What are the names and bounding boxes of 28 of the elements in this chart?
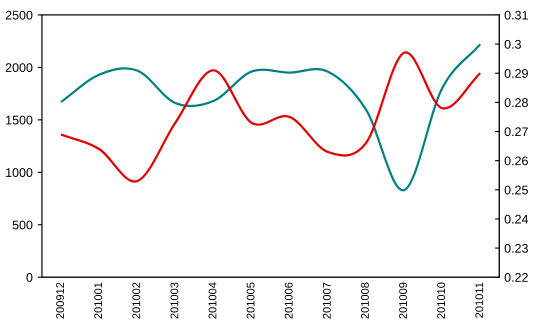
- y2-tick-label: 0.3: [504, 40, 521, 49]
- x-tick-label: 201005: [246, 282, 255, 319]
- x-tick-label: 201011: [475, 282, 484, 318]
- y-tick-label: 500: [12, 220, 32, 230]
- y2-tick-label: 0.23: [504, 244, 528, 253]
- x-tick-label: 201006: [284, 282, 293, 319]
- y2-tick-label: 0.24: [504, 214, 528, 224]
- x-tick-label: 201008: [361, 282, 369, 319]
- y2-tick-label: 0.22: [504, 273, 528, 282]
- x-tick-label: 201009: [399, 282, 407, 319]
- y2-tick-label: 0.25: [504, 186, 528, 194]
- x-tick-label: 200912: [56, 282, 64, 319]
- y-tick-label: 2500: [6, 10, 32, 20]
- x-tick-label: 201010: [437, 282, 446, 319]
- x-tick-label: 201007: [322, 282, 331, 319]
- y2-tick-label: 0.26: [504, 156, 528, 166]
- y2-tick-label: 0.27: [504, 127, 528, 136]
- x-tick-label: 201003: [170, 282, 178, 319]
- y2-tick-label: 0.28: [504, 98, 528, 108]
- y2-tick-label: 0.29: [504, 69, 528, 78]
- x-tick-label: 201002: [132, 282, 140, 319]
- y-tick-label: 2000: [6, 63, 32, 72]
- y-tick-label: 1500: [6, 116, 32, 125]
- y-tick-label: 0: [26, 273, 32, 282]
- y2-tick-label: 0.31: [504, 10, 528, 20]
- x-tick-label: 201004: [208, 282, 216, 319]
- x-tick-label: 201001: [94, 282, 102, 319]
- y-tick-label: 1000: [6, 168, 32, 177]
